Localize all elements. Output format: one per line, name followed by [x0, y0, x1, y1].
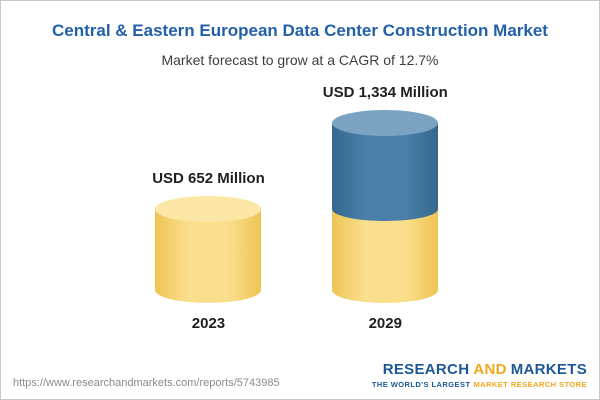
- bar-group-2023: USD 652 Million 2023: [152, 170, 265, 332]
- logo-word-markets: MARKETS: [510, 361, 587, 378]
- segment-2029-growth: [332, 123, 439, 221]
- research-and-markets-logo: RESEARCH AND MARKETS THE WORLD'S LARGEST MA…: [372, 361, 587, 389]
- source-url[interactable]: https://www.researchandmarkets.com/repor…: [13, 377, 280, 389]
- chart-subtitle: Market forecast to grow at a CAGR of 12.…: [161, 52, 439, 68]
- cylinder-2029: [332, 110, 439, 303]
- logo-tagline-part2: MARKET RESEARCH STORE: [473, 380, 587, 389]
- segment-2023-base: [155, 209, 262, 303]
- logo-tagline-part1: THE WORLD'S LARGEST: [371, 380, 471, 389]
- logo-wordmark: RESEARCH AND MARKETS: [372, 361, 587, 378]
- year-label-2023: 2023: [191, 315, 226, 332]
- value-label-2023: USD 652 Million: [152, 170, 265, 187]
- value-label-2029: USD 1,334 Million: [322, 84, 448, 101]
- cylinder-2023: [155, 196, 262, 303]
- year-label-2029: 2029: [368, 315, 402, 332]
- cylinder-top-ellipse: [155, 196, 262, 222]
- logo-word-research: RESEARCH: [382, 361, 470, 378]
- segment-2029-base: [332, 209, 439, 303]
- logo-word-and: AND: [473, 361, 507, 378]
- bar-group-2029: USD 1,334 Million 2029: [323, 84, 448, 332]
- bar-chart: USD 652 Million 2023 USD 1,334 Million 2…: [1, 82, 599, 332]
- chart-title: Central & Eastern European Data Center C…: [52, 21, 548, 40]
- cylinder-top-ellipse: [332, 110, 439, 136]
- footer: https://www.researchandmarkets.com/repor…: [13, 361, 587, 389]
- logo-tagline: THE WORLD'S LARGEST MARKET RESEARCH STORE: [372, 380, 587, 389]
